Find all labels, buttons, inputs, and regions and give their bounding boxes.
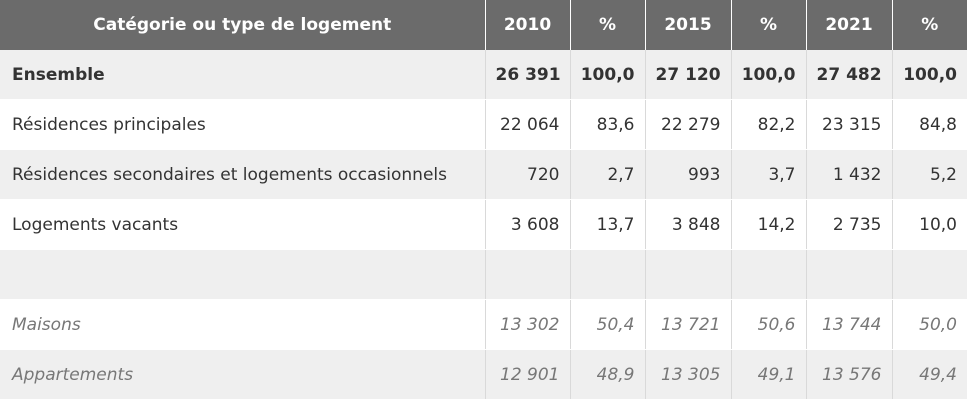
cell-2015-percent: 82,2 <box>731 99 807 150</box>
cell-2021-percent: 84,8 <box>892 99 967 150</box>
cell-2015-percent: 50,6 <box>731 299 807 350</box>
cell-2021: 2 735 <box>806 199 893 250</box>
cell-2015 <box>645 249 732 300</box>
row-label <box>0 249 486 300</box>
cell-2010: 3 608 <box>485 199 571 250</box>
cell-2015-percent: 100,0 <box>731 50 807 100</box>
cell-2010: 26 391 <box>485 50 571 100</box>
cell-2021: 13 576 <box>806 349 893 400</box>
cell-2021-percent: 50,0 <box>892 299 967 350</box>
cell-2021: 13 744 <box>806 299 893 350</box>
row-label: Logements vacants <box>0 199 486 250</box>
table-row-ensemble: Ensemble 26 391 100,0 27 120 100,0 27 48… <box>0 50 967 100</box>
cell-2015: 993 <box>645 149 732 200</box>
header-2015: 2015 <box>645 0 732 50</box>
cell-2015: 3 848 <box>645 199 732 250</box>
table-row-maisons: Maisons 13 302 50,4 13 721 50,6 13 744 5… <box>0 299 967 350</box>
header-2010-percent: % <box>570 0 646 50</box>
cell-2015: 13 721 <box>645 299 732 350</box>
cell-2010: 22 064 <box>485 99 571 150</box>
row-label: Appartements <box>0 349 486 400</box>
cell-2010-percent: 83,6 <box>570 99 646 150</box>
header-2021-percent: % <box>892 0 967 50</box>
cell-2015: 22 279 <box>645 99 732 150</box>
table-row-logements-vacants: Logements vacants 3 608 13,7 3 848 14,2 … <box>0 199 967 250</box>
cell-2010-percent: 48,9 <box>570 349 646 400</box>
header-category: Catégorie ou type de logement <box>0 0 486 50</box>
row-label: Résidences principales <box>0 99 486 150</box>
cell-2021: 1 432 <box>806 149 893 200</box>
cell-2010-percent: 50,4 <box>570 299 646 350</box>
cell-2010-percent: 13,7 <box>570 199 646 250</box>
cell-2015-percent: 3,7 <box>731 149 807 200</box>
cell-2010: 720 <box>485 149 571 200</box>
table-row-empty <box>0 249 967 300</box>
cell-2010: 13 302 <box>485 299 571 350</box>
table-row-appartements: Appartements 12 901 48,9 13 305 49,1 13 … <box>0 349 967 400</box>
table-row-residences-secondaires: Résidences secondaires et logements occa… <box>0 149 967 200</box>
header-2010: 2010 <box>485 0 571 50</box>
housing-table: Catégorie ou type de logement 2010 % 201… <box>0 0 967 400</box>
table-body: Ensemble 26 391 100,0 27 120 100,0 27 48… <box>0 50 967 400</box>
row-label: Résidences secondaires et logements occa… <box>0 149 486 200</box>
cell-2021-percent: 49,4 <box>892 349 967 400</box>
cell-2010 <box>485 249 571 300</box>
header-2021: 2021 <box>806 0 893 50</box>
cell-2015-percent: 14,2 <box>731 199 807 250</box>
cell-2010-percent <box>570 249 646 300</box>
cell-2021: 27 482 <box>806 50 893 100</box>
cell-2010-percent: 2,7 <box>570 149 646 200</box>
cell-2021-percent <box>892 249 967 300</box>
cell-2021-percent: 10,0 <box>892 199 967 250</box>
cell-2021 <box>806 249 893 300</box>
header-2015-percent: % <box>731 0 807 50</box>
table-row-residences-principales: Résidences principales 22 064 83,6 22 27… <box>0 99 967 150</box>
header-row: Catégorie ou type de logement 2010 % 201… <box>0 0 967 50</box>
cell-2015: 27 120 <box>645 50 732 100</box>
cell-2015-percent <box>731 249 807 300</box>
cell-2015-percent: 49,1 <box>731 349 807 400</box>
cell-2015: 13 305 <box>645 349 732 400</box>
cell-2010-percent: 100,0 <box>570 50 646 100</box>
cell-2021-percent: 100,0 <box>892 50 967 100</box>
cell-2021-percent: 5,2 <box>892 149 967 200</box>
row-label: Ensemble <box>0 50 486 100</box>
table-header: Catégorie ou type de logement 2010 % 201… <box>0 0 967 50</box>
cell-2021: 23 315 <box>806 99 893 150</box>
cell-2010: 12 901 <box>485 349 571 400</box>
row-label: Maisons <box>0 299 486 350</box>
